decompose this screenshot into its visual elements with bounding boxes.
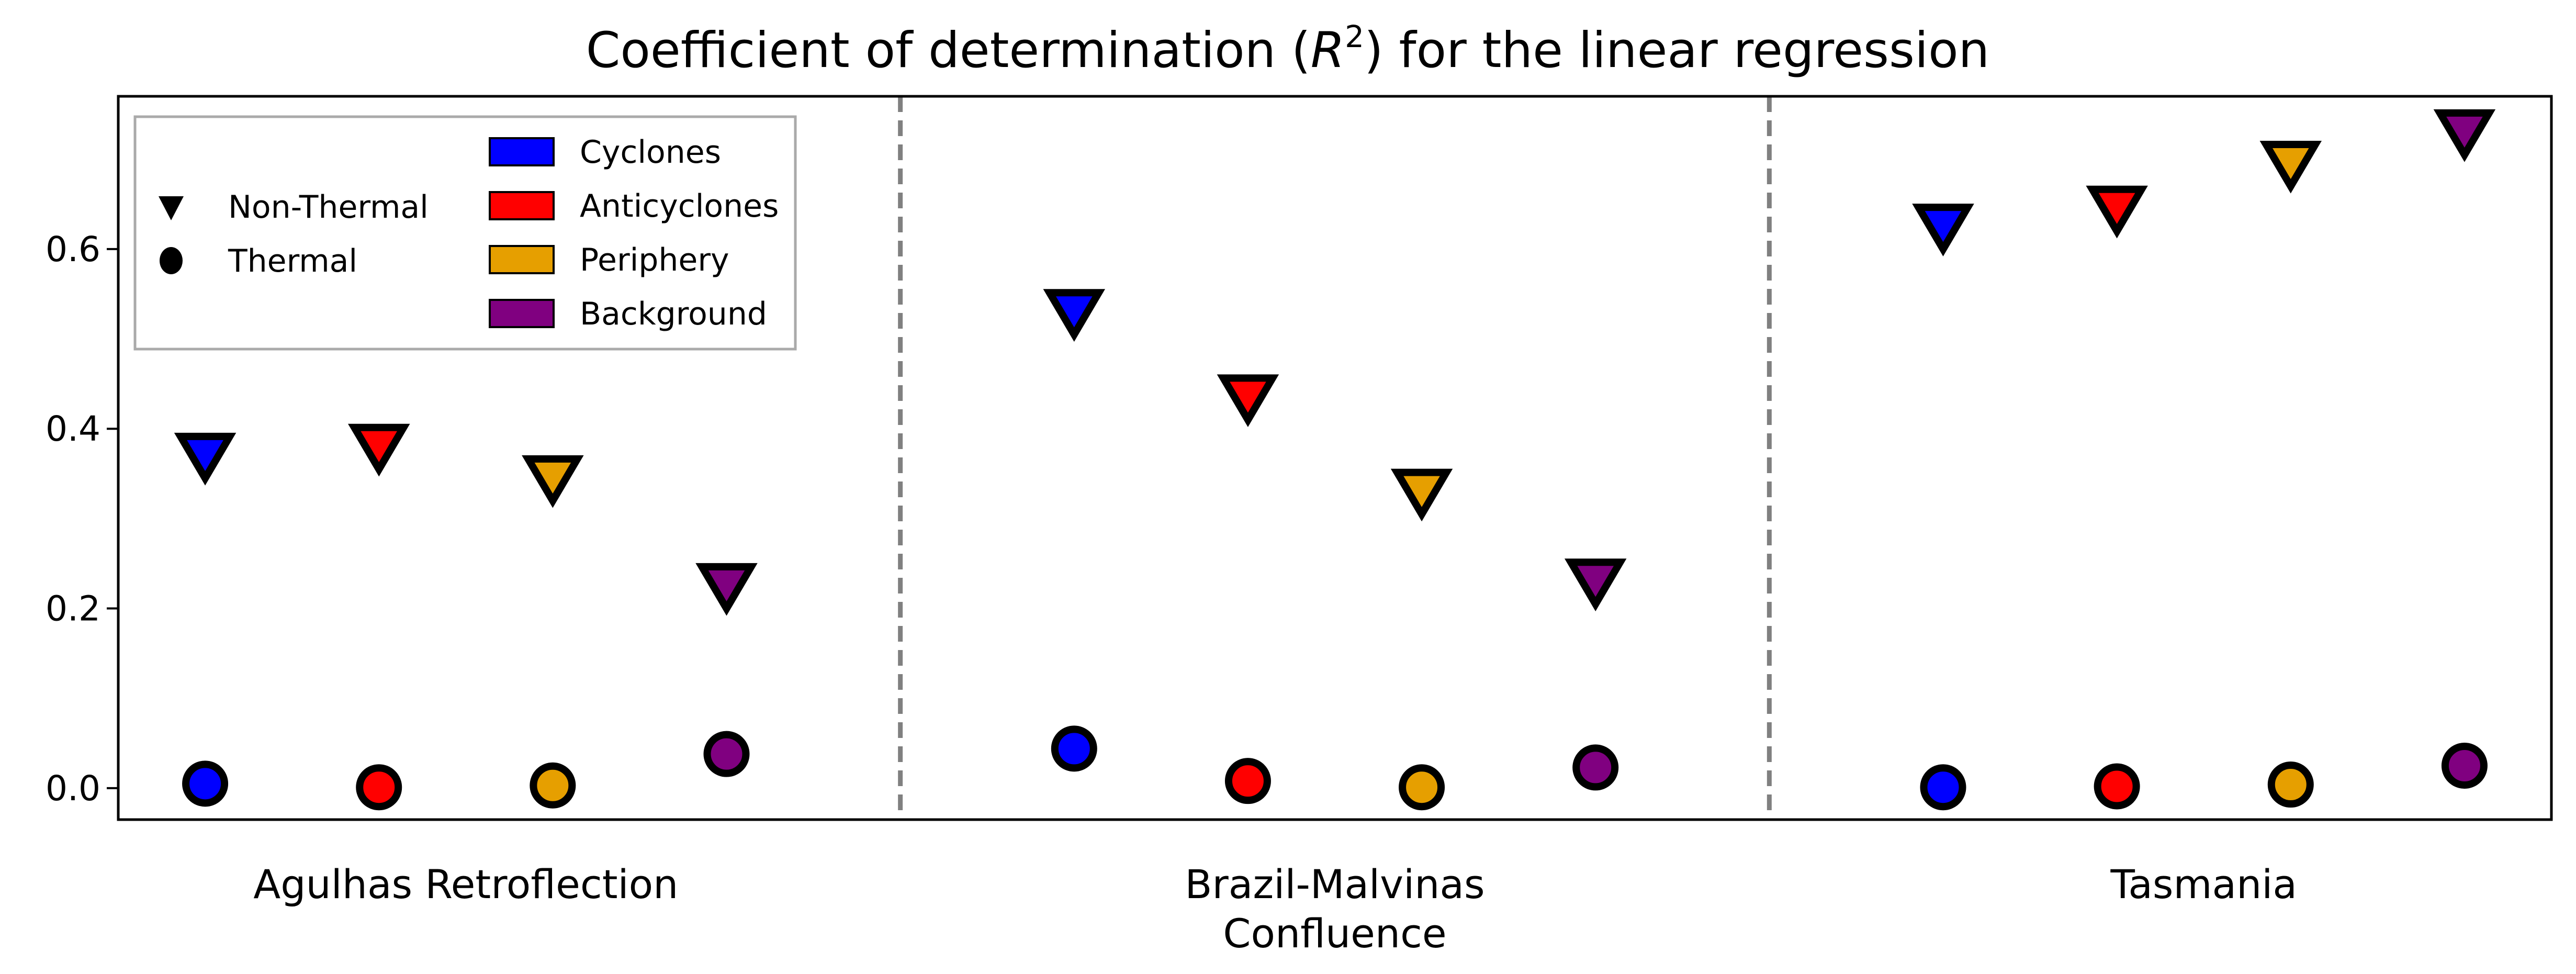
marker-thermal-background [2441,742,2488,789]
marker-nonthermal-background [1564,558,1627,611]
marker-thermal-background [703,731,750,777]
marker-thermal-anticyclones [356,764,402,811]
marker-thermal-cyclones [182,760,229,807]
legend-label-cyclones: Cyclones [580,134,721,171]
marker-thermal-cyclones [1920,764,1966,811]
title-superscript: 2 [1345,19,1364,54]
marker-thermal-periphery [1399,764,1445,811]
legend-label-periphery: Periphery [580,242,729,278]
group-label: Agulhas Retroflection [253,861,678,908]
legend-circle-icon [160,247,183,274]
legend: Non-Thermal Thermal Cyclones Anticyclones Pe… [133,115,797,351]
y-tick-label: 0.0 [46,768,100,809]
marker-thermal-periphery [530,762,576,809]
marker-nonthermal-anticyclones [2086,185,2148,239]
title-after: ) for the linear regression [1364,22,1989,79]
title-before: Coefficient of determination ( [586,22,1311,79]
marker-thermal-anticyclones [1224,758,1271,804]
legend-patch-anticyclones [489,191,555,220]
y-tick-label: 0.2 [46,589,100,629]
legend-patch-cyclones [489,137,555,166]
chart-title: Coefficient of determination (R2) for th… [586,19,1989,79]
marker-nonthermal-periphery [2259,140,2322,194]
plot-area: 0.0 0.2 0.4 0.6 Agulhas Retroflection Brazil-… [46,95,2553,957]
legend-label-nonthermal: Non-Thermal [228,189,429,226]
group-label: Tasmania [2110,861,2297,908]
legend-label-background: Background [580,296,767,332]
legend-triangle-icon [159,196,184,220]
marker-nonthermal-anticyclones [1217,374,1279,428]
y-tick-label: 0.6 [46,229,100,270]
marker-thermal-background [1572,744,1619,791]
marker-nonthermal-anticyclones [347,423,410,477]
legend-label-anticyclones: Anticyclones [580,188,779,225]
marker-nonthermal-background [695,563,758,616]
legend-patch-periphery [489,245,555,274]
legend-patch-background [489,299,555,328]
marker-thermal-periphery [2267,762,2314,808]
legend-box [133,115,797,351]
marker-nonthermal-cyclones [174,432,237,486]
marker-nonthermal-background [2433,109,2496,162]
marker-nonthermal-cyclones [1912,204,1974,256]
y-tick-label: 0.4 [46,409,100,449]
marker-nonthermal-cyclones [1043,289,1106,342]
marker-nonthermal-periphery [522,455,584,508]
group-label: Brazil-Malvinas Confluence [1185,861,1484,957]
legend-label-thermal: Thermal [228,243,357,279]
title-symbol: R [1311,22,1345,79]
plot-frame [117,95,2553,821]
marker-nonthermal-periphery [1390,468,1453,522]
marker-thermal-anticyclones [2094,763,2140,810]
marker-thermal-cyclones [1051,725,1097,772]
